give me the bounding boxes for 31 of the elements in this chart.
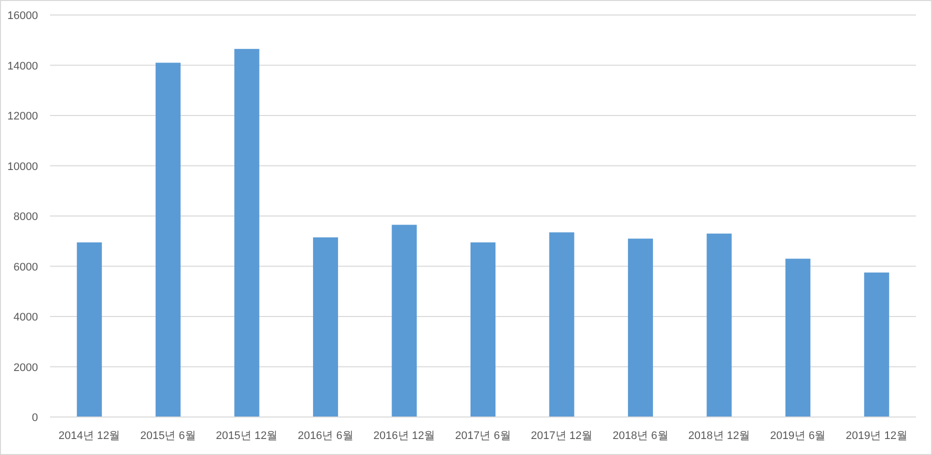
bar bbox=[470, 242, 496, 417]
y-tick-label: 2000 bbox=[14, 362, 38, 374]
y-tick-label: 12000 bbox=[7, 110, 38, 122]
x-tick-label: 2019년 12월 bbox=[846, 430, 908, 442]
y-tick-label: 14000 bbox=[7, 60, 38, 72]
x-tick-label: 2014년 12월 bbox=[58, 430, 120, 442]
bar bbox=[628, 238, 653, 417]
x-tick-label: 2018년 12월 bbox=[688, 430, 750, 442]
y-tick-label: 10000 bbox=[7, 160, 38, 173]
bar bbox=[785, 258, 810, 417]
x-tick-label: 2016년 6월 bbox=[298, 430, 354, 442]
bar bbox=[313, 237, 338, 417]
x-tick-label: 2015년 12월 bbox=[216, 430, 278, 442]
bar bbox=[392, 224, 417, 417]
x-tick-label: 2017년 6월 bbox=[455, 430, 511, 442]
bar bbox=[706, 234, 732, 417]
y-tick-label: 4000 bbox=[14, 312, 38, 324]
bar bbox=[234, 48, 260, 417]
x-tick-label: 2017년 12월 bbox=[530, 430, 593, 442]
x-tick-label: 2018년 6월 bbox=[612, 430, 668, 442]
bar bbox=[156, 62, 181, 417]
y-tick-label: 8000 bbox=[14, 211, 38, 223]
y-tick-label: 16000 bbox=[7, 10, 38, 22]
y-tick-label: 6000 bbox=[14, 261, 38, 274]
x-tick-label: 2019년 6월 bbox=[770, 430, 826, 442]
bar bbox=[76, 242, 102, 417]
bar bbox=[864, 272, 890, 417]
x-tick-label: 2016년 12월 bbox=[373, 430, 436, 442]
y-tick-label: 0 bbox=[32, 412, 38, 424]
x-tick-label: 2015년 6월 bbox=[140, 430, 196, 442]
bar bbox=[549, 232, 574, 417]
